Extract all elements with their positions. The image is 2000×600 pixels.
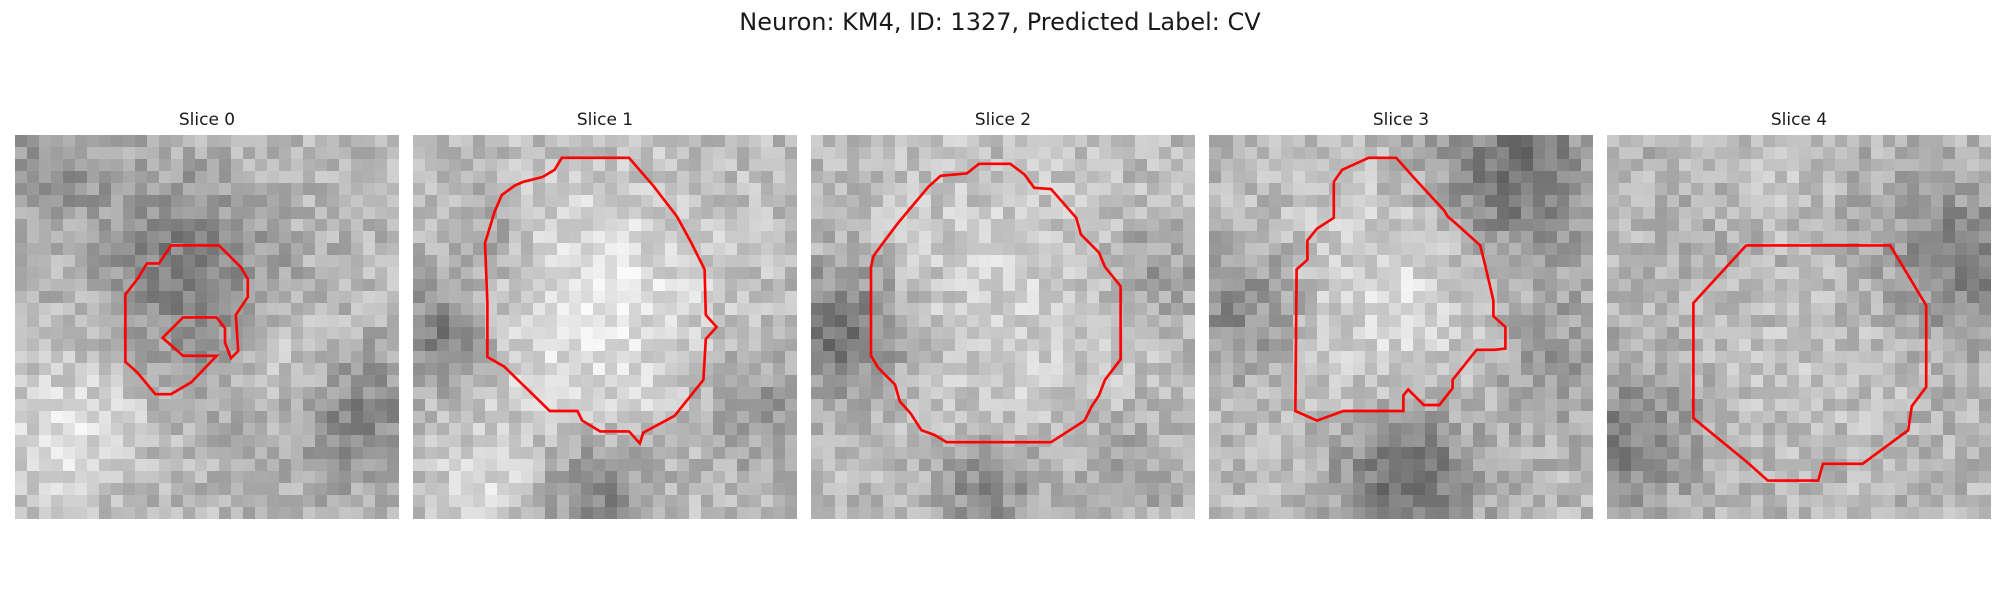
roi-contour — [483, 156, 719, 446]
slice-image — [15, 135, 399, 519]
slice-image — [413, 135, 797, 519]
slice-title: Slice 1 — [576, 110, 634, 130]
slice-panel-4: Slice 4 — [1607, 108, 1991, 519]
slice-title: Slice 0 — [178, 110, 236, 130]
slice-panel-2: Slice 2 — [811, 108, 1195, 519]
grayscale-pixels — [811, 135, 1195, 519]
slice-panel-0: Slice 0 — [15, 108, 399, 519]
slice-panel-1: Slice 1 — [413, 108, 797, 519]
grayscale-pixels — [413, 135, 797, 519]
slice-image — [1209, 135, 1593, 519]
figure-title: Neuron: KM4, ID: 1327, Predicted Label: … — [739, 8, 1261, 36]
slice-title: Slice 3 — [1372, 110, 1430, 130]
grayscale-pixels — [1607, 135, 1991, 519]
slice-image — [1607, 135, 1991, 519]
roi-contour — [124, 244, 250, 396]
slice-panel-3: Slice 3 — [1209, 108, 1593, 519]
grayscale-pixels — [1209, 135, 1593, 519]
roi-contour — [1294, 156, 1507, 423]
slice-title: Slice 4 — [1770, 110, 1828, 130]
roi-contour — [1692, 244, 1928, 482]
slice-title: Slice 2 — [974, 110, 1032, 130]
slice-image — [811, 135, 1195, 519]
grayscale-pixels — [15, 135, 399, 519]
roi-contour — [869, 162, 1122, 444]
